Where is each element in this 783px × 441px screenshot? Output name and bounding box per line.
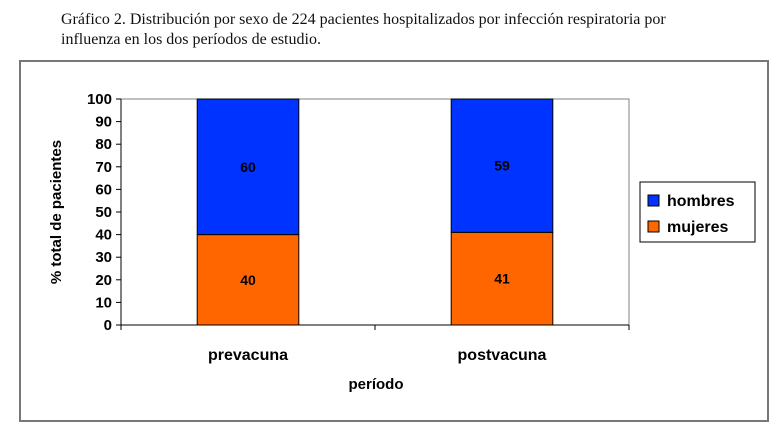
- y-tick-label: 60: [95, 181, 112, 198]
- bar-segment-hombres-postvacuna: [450, 98, 554, 233]
- figure-caption: Gráfico 2. Distribución por sexo de 224 …: [61, 11, 666, 48]
- legend: hombres mujeres: [639, 181, 756, 243]
- data-label-hombres-prevacuna: 60: [240, 159, 256, 175]
- y-tick-label: 10: [95, 294, 112, 311]
- y-axis-title: % total de pacientes: [48, 140, 65, 284]
- plot-area: 0 10 20 30 40 50 60 70 80 90 100 40 60 prevacuna 41 59 p…: [87, 91, 630, 364]
- y-tick-label: 40: [95, 227, 112, 244]
- bar-segment-mujeres-prevacuna: [196, 234, 300, 326]
- x-category-label-postvacuna: postvacuna: [458, 347, 547, 364]
- y-tick-label: 90: [95, 114, 112, 131]
- y-tick-label: 100: [87, 91, 112, 108]
- bar-segment-hombres-prevacuna: [196, 98, 300, 236]
- y-tick-label: 20: [95, 272, 112, 289]
- legend-label-mujeres: mujeres: [667, 219, 728, 236]
- legend-label-hombres: hombres: [667, 193, 735, 210]
- x-axis-title: período: [349, 376, 404, 393]
- legend-swatch-mujeres: [647, 220, 660, 233]
- data-label-mujeres-prevacuna: 40: [240, 272, 256, 288]
- data-label-hombres-postvacuna: 59: [494, 158, 510, 174]
- bar-segment-mujeres-postvacuna: [450, 231, 554, 326]
- x-category-label-prevacuna: prevacuna: [208, 347, 288, 364]
- y-tick-label: 50: [95, 204, 112, 221]
- y-tick-label: 30: [95, 249, 112, 266]
- y-tick-label: 80: [95, 136, 112, 153]
- data-label-mujeres-postvacuna: 41: [494, 271, 510, 287]
- y-tick-label: 0: [104, 317, 112, 334]
- legend-swatch-hombres: [647, 194, 660, 207]
- y-tick-label: 70: [95, 159, 112, 176]
